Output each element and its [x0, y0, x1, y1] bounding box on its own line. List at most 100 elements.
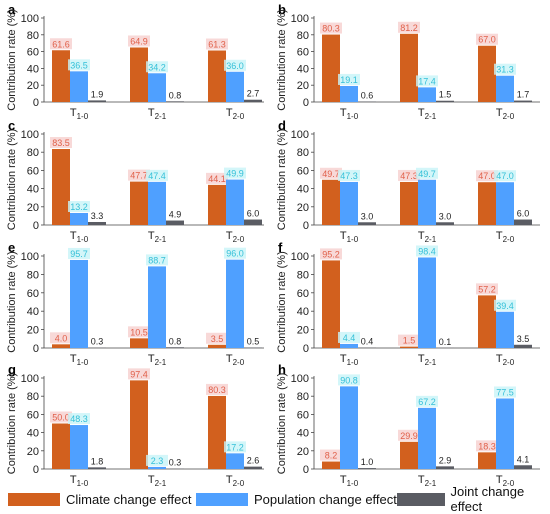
legend-swatch-joint [397, 493, 445, 506]
y-axis-title: Contribution rate (%) [276, 9, 288, 111]
legend-label-joint: Joint change effect [451, 484, 550, 514]
x-tick-label: T1-0 [70, 230, 89, 244]
y-axis-title: Contribution rate (%) [6, 129, 18, 231]
bar [70, 213, 88, 225]
bar [52, 149, 70, 225]
data-label: 57.2 [478, 284, 496, 294]
data-label: 3.0 [439, 211, 452, 221]
y-tick-label: 100 [21, 373, 39, 385]
data-label: 17.4 [418, 76, 436, 86]
data-label: 0.5 [247, 337, 260, 347]
y-tick-label: 20 [297, 202, 309, 214]
x-tick-label: T1-0 [70, 474, 89, 488]
data-label: 0.3 [91, 337, 104, 347]
data-label: 1.7 [517, 90, 530, 100]
x-tick-label: T2-1 [418, 474, 437, 488]
bar [166, 101, 184, 102]
y-tick-label: 80 [297, 30, 309, 42]
bar [478, 452, 496, 469]
legend-item-climate: Climate change effect [8, 490, 192, 508]
data-label: 6.0 [247, 209, 260, 219]
y-tick-label: 40 [27, 63, 39, 75]
y-tick-label: 40 [297, 63, 309, 75]
bar [340, 86, 358, 102]
y-tick-label: 20 [297, 446, 309, 458]
y-tick-label: 40 [27, 184, 39, 196]
legend-label-population: Population change effect [254, 492, 397, 507]
bar [400, 347, 418, 348]
y-tick-label: 80 [297, 269, 309, 281]
y-axis-title: Contribution rate (%) [6, 9, 18, 111]
x-tick-label: T1-0 [70, 107, 89, 121]
x-tick-label: T2-0 [496, 230, 515, 244]
y-tick-label: 0 [33, 220, 39, 232]
y-tick-label: 100 [21, 129, 39, 141]
bar [88, 100, 106, 102]
bar [496, 398, 514, 469]
x-tick-label: T2-0 [496, 353, 515, 367]
bar [244, 100, 262, 102]
data-label: 49.9 [226, 169, 244, 179]
bar [478, 295, 496, 348]
y-tick-label: 40 [27, 428, 39, 440]
data-label: 77.5 [496, 387, 514, 397]
data-label: 49.7 [418, 169, 436, 179]
data-label: 3.5 [211, 334, 224, 344]
bar [322, 462, 340, 469]
y-tick-label: 60 [27, 409, 39, 421]
bar [322, 260, 340, 348]
data-label: 13.2 [70, 202, 88, 212]
bar [130, 338, 148, 348]
y-tick-label: 60 [297, 409, 309, 421]
y-tick-label: 100 [21, 251, 39, 263]
bar [322, 180, 340, 225]
legend-label-climate: Climate change effect [66, 492, 192, 507]
data-label: 47.3 [340, 171, 358, 181]
data-label: 0.3 [169, 458, 182, 468]
y-tick-label: 100 [21, 13, 39, 25]
data-label: 97.4 [130, 369, 148, 379]
y-axis-title: Contribution rate (%) [6, 373, 18, 475]
y-axis-title: Contribution rate (%) [276, 373, 288, 475]
data-label: 31.3 [496, 65, 514, 75]
data-label: 47.7 [130, 171, 148, 181]
data-label: 0.6 [361, 90, 374, 100]
y-axis-title: Contribution rate (%) [276, 251, 288, 353]
data-label: 36.5 [70, 60, 88, 70]
bar [70, 425, 88, 469]
data-label: 88.7 [148, 255, 166, 265]
x-tick-label: T1-0 [70, 353, 89, 367]
data-label: 2.6 [247, 456, 260, 466]
data-label: 47.0 [496, 171, 514, 181]
x-tick-label: T2-1 [418, 230, 437, 244]
data-label: 2.3 [151, 456, 164, 466]
data-label: 8.2 [325, 451, 338, 461]
data-label: 3.3 [91, 211, 104, 221]
x-tick-label: T1-0 [340, 474, 359, 488]
y-tick-label: 0 [303, 220, 309, 232]
data-label: 29.9 [400, 431, 418, 441]
y-tick-label: 0 [303, 464, 309, 476]
bar [514, 465, 532, 469]
data-label: 61.3 [208, 40, 226, 50]
bar [496, 76, 514, 102]
bar [514, 345, 532, 348]
y-tick-label: 80 [27, 269, 39, 281]
data-label: 3.5 [517, 334, 530, 344]
data-label: 90.8 [340, 375, 358, 385]
y-tick-label: 0 [33, 464, 39, 476]
data-label: 47.0 [478, 171, 496, 181]
bar [208, 51, 226, 102]
y-tick-label: 0 [33, 97, 39, 109]
legend-item-population: Population change effect [196, 490, 397, 508]
bar [400, 182, 418, 225]
bar [226, 260, 244, 348]
bar [244, 467, 262, 469]
y-tick-label: 40 [297, 184, 309, 196]
bar [148, 73, 166, 102]
bar [436, 222, 454, 225]
bar [400, 442, 418, 469]
data-label: 83.5 [52, 138, 70, 148]
data-label: 17.2 [226, 442, 244, 452]
